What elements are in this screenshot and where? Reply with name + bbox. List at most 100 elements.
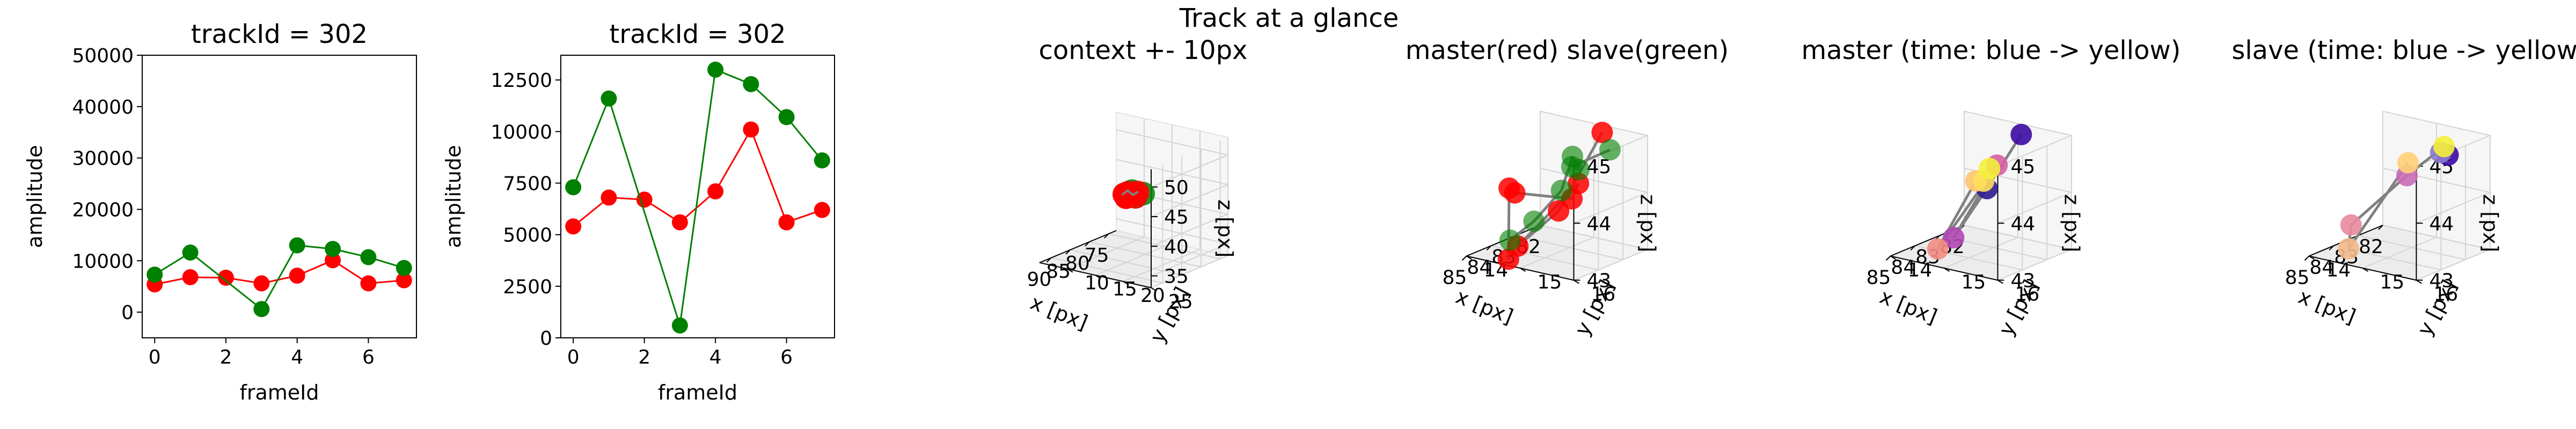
grid-line: [1997, 135, 2072, 167]
panel-title: context +- 10px: [1039, 35, 1248, 65]
x-tick-label: 84: [1891, 256, 1915, 278]
grid-line: [1151, 243, 1228, 277]
data-point: [1943, 227, 1965, 249]
data-point: [182, 269, 199, 285]
y-tick-label: 7500: [503, 173, 552, 195]
x-tick-label: 80: [1065, 253, 1090, 275]
scatter3d-panel: 82838485141516434445x [px]y [px]z [px]ma…: [1802, 35, 2181, 339]
y-tick-label: 20000: [72, 199, 134, 221]
panel-title: trackId = 302: [609, 19, 786, 49]
data-point: [743, 76, 759, 92]
x-tick: [2378, 225, 2383, 230]
data-point: [1591, 122, 1613, 144]
grid-line: [1067, 236, 1145, 270]
x-axis-label: frameId: [239, 381, 319, 404]
z-tick-label: 50: [1164, 177, 1189, 199]
grid-line: [1520, 236, 1594, 269]
y-tick: [1466, 255, 1473, 260]
data-point: [707, 61, 724, 78]
y-tick: [1519, 268, 1526, 272]
x-tick-label: 85: [1046, 261, 1071, 283]
data-point: [253, 301, 270, 317]
data-point: [778, 109, 795, 125]
data-point: [1927, 238, 1949, 260]
data-point: [253, 275, 270, 292]
x-tick: [1910, 245, 1916, 251]
data-point: [325, 252, 341, 269]
y-tick-label: 40000: [72, 97, 134, 119]
x-tick-label: 2: [638, 346, 650, 368]
data-point: [743, 121, 759, 138]
x-axis-label: x [px]: [1876, 285, 1940, 329]
series-line: [573, 127, 823, 227]
x-tick: [1065, 249, 1071, 255]
y-tick-label: 15: [2380, 271, 2405, 293]
z-axis-label: z [px]: [1213, 199, 1237, 257]
grid-line: [1540, 167, 1648, 193]
connector: [1121, 189, 1139, 196]
data-point: [601, 189, 617, 206]
grid-line: [1151, 255, 1228, 289]
grid-line: [1116, 218, 1228, 245]
data-point: [671, 214, 688, 231]
data-point: [814, 152, 830, 169]
y-tick: [1151, 287, 1157, 292]
x-axis-label: x [px]: [1452, 285, 1516, 329]
grid-line: [1151, 184, 1228, 217]
x-tick-label: 4: [291, 346, 303, 368]
data-point: [814, 202, 830, 218]
grid-line: [2416, 249, 2491, 281]
y-tick: [1943, 268, 1950, 272]
x-tick-label: 75: [1085, 245, 1109, 267]
grid-line: [1574, 249, 1648, 281]
grid-line: [1574, 191, 1648, 224]
x-tick: [2304, 255, 2310, 261]
data-point: [1979, 158, 2001, 180]
x-tick-label: 6: [362, 346, 375, 368]
x-tick: [1046, 257, 1052, 263]
z-tick-label: 44: [2011, 213, 2036, 235]
x-axis-label: x [px]: [1027, 291, 1091, 335]
plot-frame: [560, 55, 835, 338]
y-tick-label: 15: [1538, 271, 1562, 293]
y-tick-label: 0: [540, 328, 552, 350]
scatter3d-panel: 82838485141516434445x [px]y [px]z [px]sl…: [2231, 35, 2576, 339]
data-point: [601, 90, 617, 107]
data-point: [1599, 139, 1621, 161]
y-tick-label: 12500: [491, 70, 552, 92]
x-tick-label: 82: [2359, 236, 2383, 258]
y-tick: [1067, 268, 1073, 273]
data-point: [1550, 180, 1572, 202]
y-tick-label: 16: [2015, 284, 2040, 306]
y-tick-label: 50000: [72, 45, 134, 67]
y-tick: [2308, 255, 2315, 260]
data-point: [1523, 210, 1545, 232]
x-tick-label: 84: [2309, 256, 2334, 278]
data-point: [2010, 123, 2032, 145]
data-point: [325, 241, 341, 257]
grid-line: [2362, 236, 2437, 269]
y-tick-label: 16: [1591, 284, 1616, 306]
grid-line: [1997, 249, 2072, 281]
grid-line: [2416, 191, 2491, 224]
y-axis-label: amplitude: [442, 145, 465, 248]
data-point: [2433, 136, 2455, 158]
data-point: [1562, 145, 1583, 167]
data-point: [636, 191, 653, 208]
data-point: [565, 179, 582, 196]
line-chart-panel: 0 2 4 6 0 2500 5000 7500 10000 12500 trackId = 302…: [442, 19, 835, 404]
y-tick-label: 15: [1113, 278, 1137, 300]
x-tick-label: 2: [220, 346, 232, 368]
data-point: [182, 244, 199, 261]
grid-line: [1116, 159, 1228, 186]
grid-line: [1964, 225, 2072, 250]
data-point: [289, 237, 305, 254]
y-tick-label: 20: [1140, 285, 1165, 307]
plot-frame: [142, 55, 417, 338]
y-tick: [1123, 281, 1129, 285]
data-point: [707, 183, 724, 199]
y-axis-label: y [px]: [1570, 276, 1619, 340]
x-tick-label: 85: [1443, 267, 1467, 289]
